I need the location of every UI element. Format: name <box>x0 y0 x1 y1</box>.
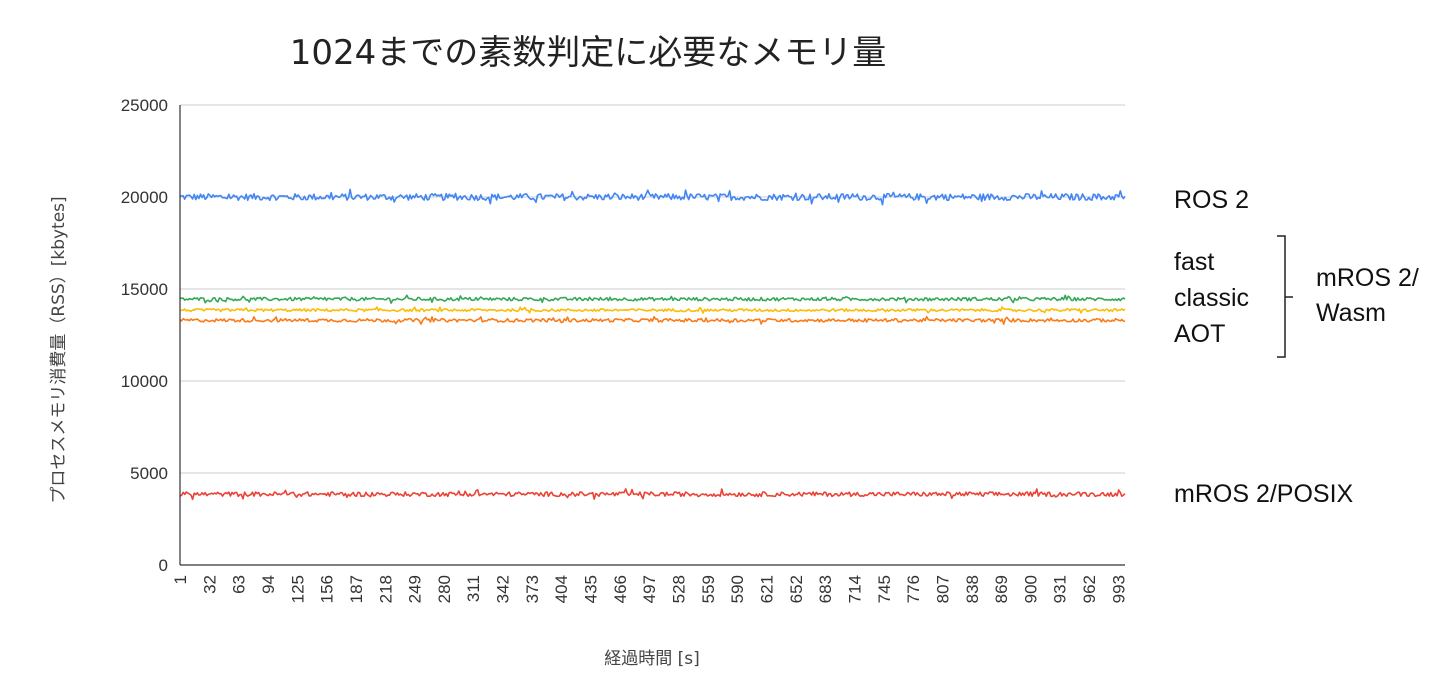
x-tick-label: 900 <box>1021 575 1040 603</box>
legend-aot: AOT <box>1174 320 1225 348</box>
x-tick-label: 311 <box>464 575 483 602</box>
y-tick-label: 10000 <box>121 372 168 391</box>
x-tick-label: 652 <box>787 575 806 603</box>
x-tick-label: 94 <box>259 575 278 594</box>
x-tick-label: 590 <box>728 575 747 603</box>
y-tick-label: 0 <box>159 556 168 575</box>
x-tick-label: 1 <box>171 575 190 584</box>
y-tick-label: 25000 <box>121 96 168 115</box>
x-tick-label: 280 <box>435 575 454 603</box>
legend-group-bracket <box>1277 235 1293 358</box>
x-tick-label: 807 <box>933 575 952 603</box>
x-tick-label: 342 <box>494 575 513 603</box>
x-tick-label: 683 <box>816 575 835 603</box>
x-tick-label: 125 <box>288 575 307 603</box>
x-tick-label: 559 <box>699 575 718 603</box>
x-tick-label: 745 <box>875 575 894 603</box>
x-tick-label: 776 <box>904 575 923 603</box>
x-tick-label: 993 <box>1109 575 1128 603</box>
x-tick-label: 931 <box>1051 575 1070 603</box>
legend-fast: fast <box>1174 248 1214 276</box>
x-tick-label: 373 <box>523 575 542 603</box>
x-tick-label: 218 <box>376 575 395 603</box>
legend-classic: classic <box>1174 284 1249 312</box>
legend: ROS 2 fast classic AOT mROS 2/ Wasm mROS… <box>1174 186 1419 508</box>
x-axis-label: 経過時間 [s] <box>604 649 700 669</box>
x-tick-label: 497 <box>640 575 659 603</box>
y-tick-label: 15000 <box>121 280 168 299</box>
grid-lines <box>180 104 1125 474</box>
legend-group-name-line2: Wasm <box>1316 299 1386 327</box>
series-line-ros-2 <box>179 188 1126 206</box>
series-line-fast <box>179 294 1126 304</box>
y-axis-label: プロセスメモリ消費量（RSS）[kbytes] <box>49 196 69 503</box>
series-line-classic <box>179 306 1126 314</box>
y-tick-label: 5000 <box>130 464 168 483</box>
x-tick-label: 63 <box>230 575 249 594</box>
series-lines <box>179 188 1126 501</box>
x-tick-label: 249 <box>406 575 425 603</box>
y-tick-labels: 0 5000 10000 15000 20000 25000 <box>121 96 168 575</box>
legend-group-name-line1: mROS 2/ <box>1316 264 1419 292</box>
x-tick-label: 838 <box>963 575 982 603</box>
chart-title: 1024までの素数判定に必要なメモリ量 <box>290 33 887 73</box>
legend-ros2: ROS 2 <box>1174 186 1249 214</box>
x-tick-label: 962 <box>1080 575 1099 603</box>
x-tick-label: 621 <box>758 575 777 603</box>
legend-mros2-posix: mROS 2/POSIX <box>1174 480 1354 508</box>
y-tick-label: 20000 <box>121 188 168 207</box>
x-tick-label: 466 <box>611 575 630 603</box>
axes <box>179 105 1125 566</box>
series-line-mros-2-posix <box>179 488 1126 501</box>
x-tick-label: 156 <box>318 575 337 603</box>
x-tick-label: 528 <box>670 575 689 603</box>
x-tick-label: 404 <box>552 575 571 603</box>
series-line-aot <box>179 315 1126 325</box>
x-tick-label: 714 <box>846 575 865 603</box>
x-tick-labels: 1 32 63 94 125 156 187 218 249 280 311 342 373 404 435… <box>171 575 1128 603</box>
x-tick-label: 32 <box>200 575 219 594</box>
x-tick-label: 869 <box>992 575 1011 603</box>
x-tick-label: 187 <box>347 575 366 603</box>
x-tick-label: 435 <box>582 575 601 603</box>
